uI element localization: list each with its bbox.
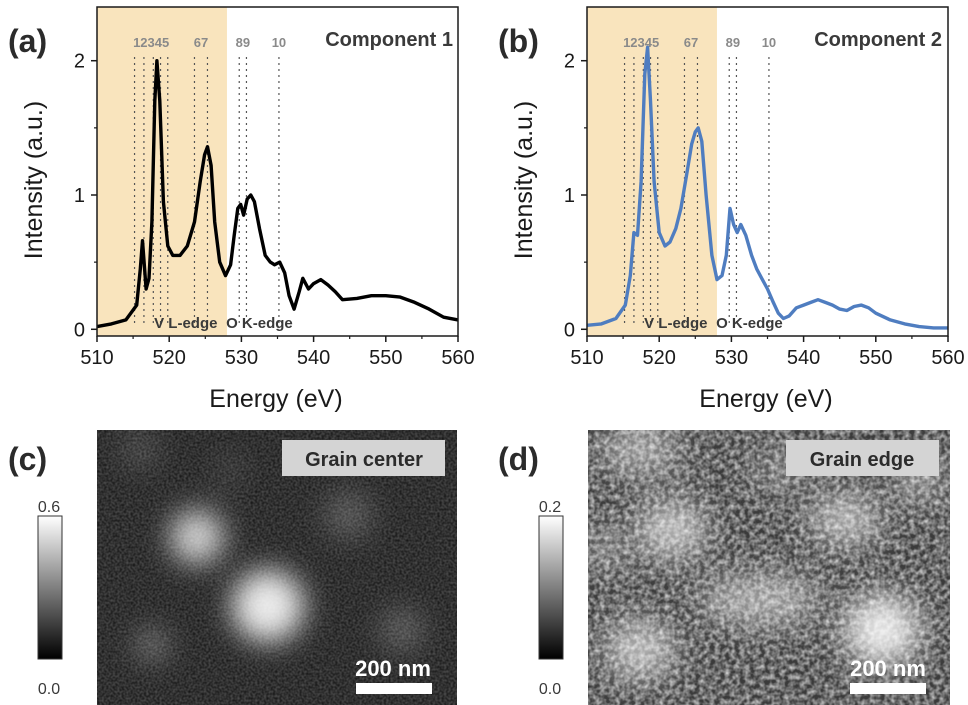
chart-title-a: Component 1 <box>325 29 453 51</box>
spectrum-line-component-2 <box>586 45 948 330</box>
x-tick-label: 530 <box>225 347 258 369</box>
image-title-d: Grain edge <box>810 449 914 471</box>
peak-labels-a: 12345 67 89 10 <box>133 35 286 50</box>
panel-label-c: (c) <box>8 441 47 477</box>
x-tick-label: 540 <box>787 347 820 369</box>
axis-ticks-b: 510 520 530 540 550 560 0 1 2 <box>564 51 965 369</box>
colorbar-gradient-c <box>37 515 63 660</box>
x-tick-label: 520 <box>643 347 676 369</box>
y-axis-title-a: Intensity (a.u.) <box>20 101 48 259</box>
panel-a: (a) 12345 67 89 10 V L-edge O K-edge 510 520 5… <box>8 6 475 413</box>
edge-label: O K-edge <box>226 315 293 332</box>
colorbar-c: 0.6 0.0 <box>37 499 63 698</box>
peak-number-label: 67 <box>194 35 208 50</box>
image-title-c: Grain center <box>305 449 423 471</box>
panel-c: (c) 0.6 0.0 Grain center 200 nm <box>8 430 457 705</box>
scalebar-label-d: 200 nm <box>850 656 926 681</box>
colorbar-min-d: 0.0 <box>539 681 561 698</box>
peak-number-label: 10 <box>272 35 286 50</box>
edge-labels-a: V L-edge O K-edge <box>154 315 293 332</box>
x-tick-label: 510 <box>80 347 113 369</box>
peak-number-label: 12345 <box>623 35 659 50</box>
y-tick-label: 2 <box>74 51 85 73</box>
x-tick-label: 520 <box>153 347 186 369</box>
peak-number-label: 12345 <box>133 35 169 50</box>
peak-number-label: 10 <box>762 35 776 50</box>
colorbar-d: 0.2 0.0 <box>538 499 564 698</box>
map-image-grain-edge <box>588 430 950 705</box>
edge-label: V L-edge <box>154 315 217 332</box>
y-tick-label: 0 <box>564 319 575 341</box>
y-tick-label: 0 <box>74 319 85 341</box>
colorbar-max-c: 0.6 <box>38 499 60 516</box>
edge-labels-b: V L-edge O K-edge <box>644 315 783 332</box>
panel-label-b: (b) <box>498 23 539 59</box>
x-tick-label: 540 <box>297 347 330 369</box>
panel-d: (d) 0.2 0.0 Grain edge 200 nm <box>498 430 950 705</box>
axis-ticks-a: 510 520 530 540 550 560 0 1 2 <box>74 51 475 369</box>
panel-label-a: (a) <box>8 23 47 59</box>
scalebar-c <box>356 683 432 694</box>
colorbar-min-c: 0.0 <box>38 681 60 698</box>
edge-label: O K-edge <box>716 315 783 332</box>
x-tick-label: 560 <box>931 347 964 369</box>
y-axis-title-b: Intensity (a.u.) <box>510 101 538 259</box>
y-tick-label: 1 <box>564 185 575 207</box>
peak-number-label: 89 <box>236 35 250 50</box>
panel-label-d: (d) <box>498 441 539 477</box>
x-tick-label: 530 <box>715 347 748 369</box>
chart-title-b: Component 2 <box>814 29 942 51</box>
x-tick-label: 560 <box>441 347 474 369</box>
y-tick-label: 1 <box>74 185 85 207</box>
x-axis-title-a: Energy (eV) <box>209 385 342 413</box>
colorbar-gradient-d <box>538 515 564 660</box>
peak-labels-b: 12345 67 89 10 <box>623 35 776 50</box>
y-tick-label: 2 <box>564 51 575 73</box>
x-tick-label: 550 <box>369 347 402 369</box>
colorbar-max-d: 0.2 <box>539 499 561 516</box>
x-tick-label: 510 <box>570 347 603 369</box>
peak-number-label: 89 <box>726 35 740 50</box>
spectrum-line-component-1 <box>96 59 459 329</box>
x-tick-label: 550 <box>859 347 892 369</box>
panel-b: (b) 12345 67 89 10 V L-edge O K-edge 510 520 5… <box>498 6 965 413</box>
scalebar-d <box>850 683 926 694</box>
edge-label: V L-edge <box>644 315 707 332</box>
image-title-box-c <box>282 440 445 476</box>
scalebar-label-c: 200 nm <box>355 656 431 681</box>
image-title-box-d <box>786 440 939 476</box>
peak-number-label: 67 <box>684 35 698 50</box>
x-axis-title-b: Energy (eV) <box>699 385 832 413</box>
